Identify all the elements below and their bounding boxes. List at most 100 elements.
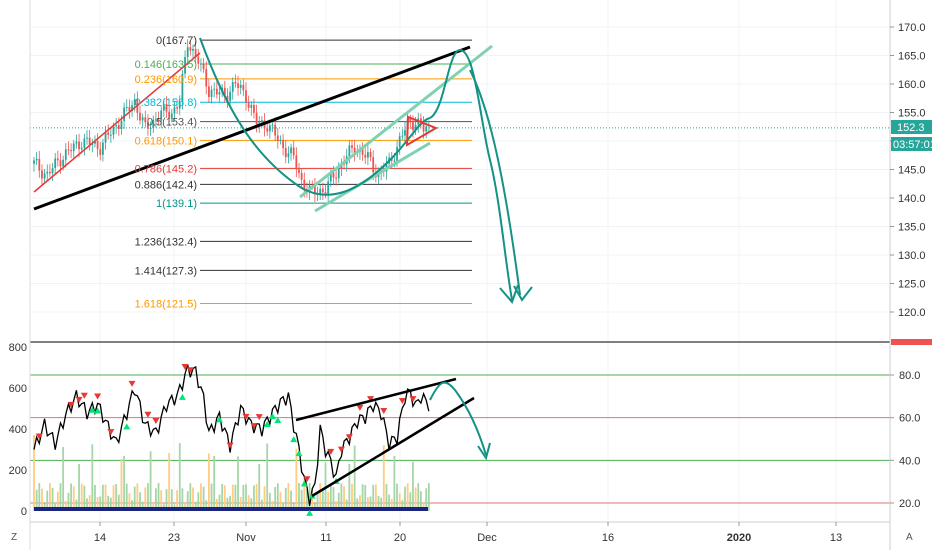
peak-marker: [67, 401, 75, 408]
price-tick-label: 120.0: [898, 307, 926, 319]
volume-bar: [372, 484, 375, 511]
volume-bar: [112, 485, 115, 511]
volume-bar: [70, 483, 72, 511]
volume-bar: [64, 500, 67, 511]
trough-marker: [295, 450, 303, 457]
volume-bar: [94, 485, 96, 511]
candle-body: [279, 140, 282, 142]
volume-bar: [88, 495, 91, 511]
volume-bar: [155, 488, 157, 511]
candle-body: [223, 87, 226, 97]
oscillator-tick-label: 80.0: [899, 370, 920, 382]
candle-body: [425, 126, 428, 132]
oscillator-tick-label: 40.0: [899, 455, 920, 467]
trough-marker: [300, 480, 308, 487]
time-tick-label: 23: [168, 532, 180, 544]
candle-body: [261, 120, 263, 123]
fib-level-label: 1.414(127.3): [135, 265, 197, 277]
volume-bar: [208, 453, 210, 511]
candle-body: [253, 105, 255, 113]
peak-marker: [345, 434, 353, 441]
volume-bar: [141, 501, 144, 511]
candle-body: [290, 147, 292, 154]
oscillator-right-axis[interactable]: 80.0 60.0 40.0 20.0: [890, 370, 920, 510]
candle-body: [398, 136, 401, 148]
candle-body: [157, 119, 160, 121]
time-tick-label: 20: [394, 532, 406, 544]
volume-bar: [144, 487, 147, 511]
time-tick-label: 14: [94, 532, 106, 544]
candle-body: [372, 157, 375, 173]
candle-body: [80, 147, 83, 150]
candle-body: [284, 147, 287, 158]
peak-marker: [75, 396, 83, 403]
candle-body: [194, 48, 197, 57]
volume-bar: [72, 486, 75, 511]
candle-body: [147, 122, 149, 129]
volume-bar: [409, 492, 412, 511]
peak-marker: [152, 418, 160, 425]
candle-body: [49, 171, 51, 174]
volume-bar: [284, 487, 287, 511]
volume-bar: [388, 494, 390, 511]
volume-bar: [239, 497, 242, 511]
volume-bar: [75, 499, 78, 511]
candle-body: [91, 143, 94, 145]
volume-bar: [218, 494, 221, 511]
candle-body: [250, 105, 253, 108]
candle-body: [276, 135, 279, 141]
candle-body: [94, 140, 96, 144]
candle-body: [231, 82, 234, 92]
price-tick-label: 170.0: [898, 22, 926, 34]
candle-body: [109, 134, 112, 136]
peak-marker: [107, 429, 115, 436]
volume-bar: [237, 456, 239, 511]
volume-bar: [67, 492, 70, 511]
volume-bar: [247, 495, 250, 511]
volume-bar: [168, 453, 171, 511]
volume-bar: [393, 455, 396, 511]
volume-bar: [367, 497, 369, 511]
volume-bar: [250, 498, 253, 511]
candle-body: [274, 124, 277, 136]
candle-body: [123, 107, 125, 121]
volume-bar: [356, 498, 359, 511]
volume-bar: [104, 484, 107, 511]
trough-marker: [269, 413, 276, 420]
candle-body: [51, 168, 54, 174]
volume-bar: [359, 495, 361, 511]
price-tick-label: 135.0: [898, 222, 926, 234]
candle-body: [181, 73, 184, 103]
candle-body: [56, 158, 59, 161]
volume-bar: [192, 487, 194, 511]
price-axis[interactable]: 170.0165.0160.0155.0150.0145.0140.0135.0…: [890, 22, 926, 319]
candle-body: [239, 84, 242, 88]
volume-bar: [261, 499, 263, 511]
candle-body: [327, 181, 330, 195]
oscillator-left-axis[interactable]: 800 600 400 200 0: [9, 342, 27, 518]
volume-bar: [258, 464, 261, 511]
auto-scale-button[interactable]: A: [906, 532, 913, 543]
timezone-button[interactable]: Z: [11, 532, 17, 543]
volume-bar: [298, 483, 300, 511]
oscillator-left-tick-label: 800: [9, 342, 27, 354]
candle-body: [361, 148, 364, 155]
candle-body: [409, 118, 412, 123]
volume-bar: [33, 435, 35, 511]
trough-marker: [216, 416, 223, 423]
peak-marker: [356, 404, 364, 411]
candle-body: [38, 158, 41, 171]
candle-body: [412, 122, 414, 131]
fib-level-label: 1.236(132.4): [135, 236, 197, 248]
volume-bar: [189, 483, 192, 511]
fib-level-label: 0.5(153.4): [147, 117, 197, 129]
volume-bar: [398, 493, 401, 511]
volume-bar: [35, 489, 38, 511]
volume-bar: [382, 445, 385, 511]
volume-bar: [266, 443, 269, 511]
candle-body: [112, 126, 115, 135]
time-axis[interactable]: 14 23 Nov 11 20 Dec 16 2020 13: [94, 522, 842, 544]
candle-body: [295, 155, 298, 170]
time-tick-label: 11: [320, 532, 331, 544]
